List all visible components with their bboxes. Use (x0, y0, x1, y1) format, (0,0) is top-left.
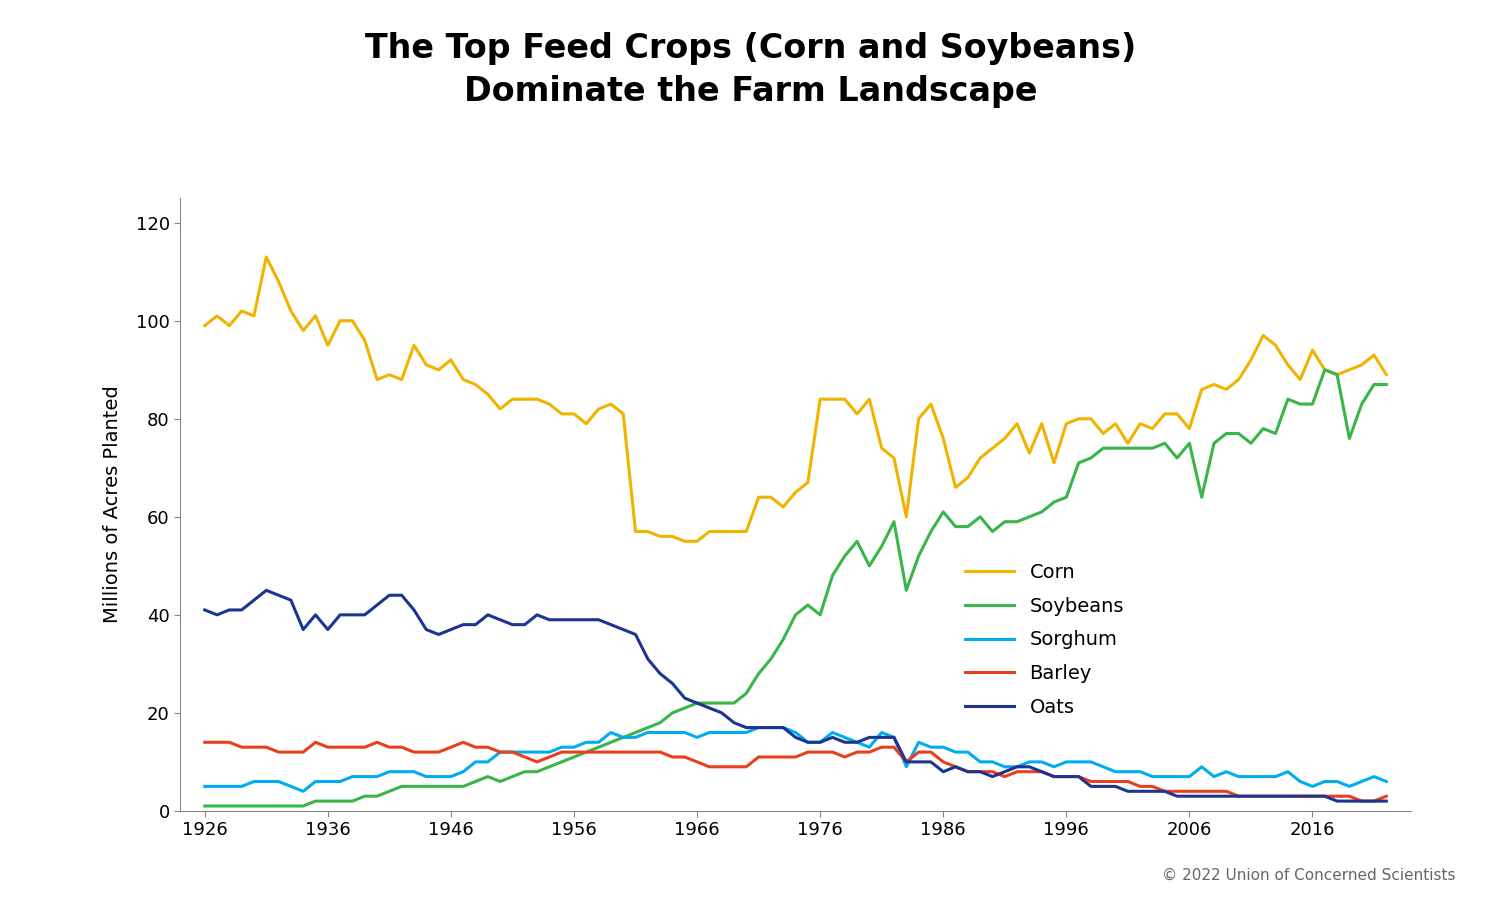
Corn (257, 251, 275, 262)
Oats (1378, 796, 1396, 806)
Line: Soybeans: Soybeans (204, 369, 1387, 806)
Text: © 2022 Union of Concerned Scientists: © 2022 Union of Concerned Scientists (1162, 868, 1456, 883)
Sorghum (516, 747, 534, 758)
Sorghum (1378, 776, 1396, 787)
Y-axis label: Millions of Acres Planted: Millions of Acres Planted (102, 386, 122, 623)
Corn (675, 536, 693, 547)
Barley (1106, 776, 1124, 787)
Sorghum (233, 781, 251, 792)
Barley (503, 747, 521, 758)
Oats (1118, 786, 1136, 796)
Line: Corn: Corn (204, 257, 1387, 542)
Barley (195, 737, 213, 748)
Oats (886, 732, 904, 742)
Sorghum (1132, 766, 1150, 777)
Soybeans (503, 771, 521, 782)
Sorghum (195, 781, 213, 792)
Barley (1352, 796, 1370, 806)
Soybeans (1106, 442, 1124, 453)
Soybeans (233, 801, 251, 812)
Barley (233, 742, 251, 752)
Soybeans (1378, 379, 1396, 390)
Corn (294, 325, 312, 336)
Soybeans (872, 541, 890, 551)
Oats (195, 605, 213, 615)
Soybeans (787, 609, 805, 620)
Line: Barley: Barley (204, 742, 1387, 801)
Soybeans (1316, 364, 1334, 375)
Oats (799, 737, 817, 748)
Sorghum (282, 781, 300, 792)
Barley (787, 751, 805, 762)
Soybeans (282, 801, 300, 812)
Corn (516, 394, 534, 405)
Corn (811, 394, 829, 405)
Oats (294, 624, 312, 635)
Oats (516, 619, 534, 630)
Soybeans (195, 801, 213, 812)
Barley (282, 747, 300, 758)
Barley (1378, 791, 1396, 802)
Sorghum (898, 761, 916, 772)
Line: Oats: Oats (204, 590, 1387, 801)
Oats (1328, 796, 1346, 806)
Oats (233, 605, 251, 615)
Legend: Corn, Soybeans, Sorghum, Barley, Oats: Corn, Soybeans, Sorghum, Barley, Oats (965, 563, 1124, 716)
Corn (898, 512, 916, 523)
Corn (195, 320, 213, 331)
Corn (233, 305, 251, 316)
Barley (872, 742, 890, 752)
Sorghum (811, 737, 829, 748)
Oats (257, 585, 275, 596)
Corn (1378, 369, 1396, 380)
Sorghum (294, 786, 312, 796)
Sorghum (749, 723, 767, 733)
Corn (1132, 418, 1150, 429)
Text: The Top Feed Crops (Corn and Soybeans)
Dominate the Farm Landscape: The Top Feed Crops (Corn and Soybeans) D… (365, 32, 1136, 108)
Line: Sorghum: Sorghum (204, 728, 1387, 791)
